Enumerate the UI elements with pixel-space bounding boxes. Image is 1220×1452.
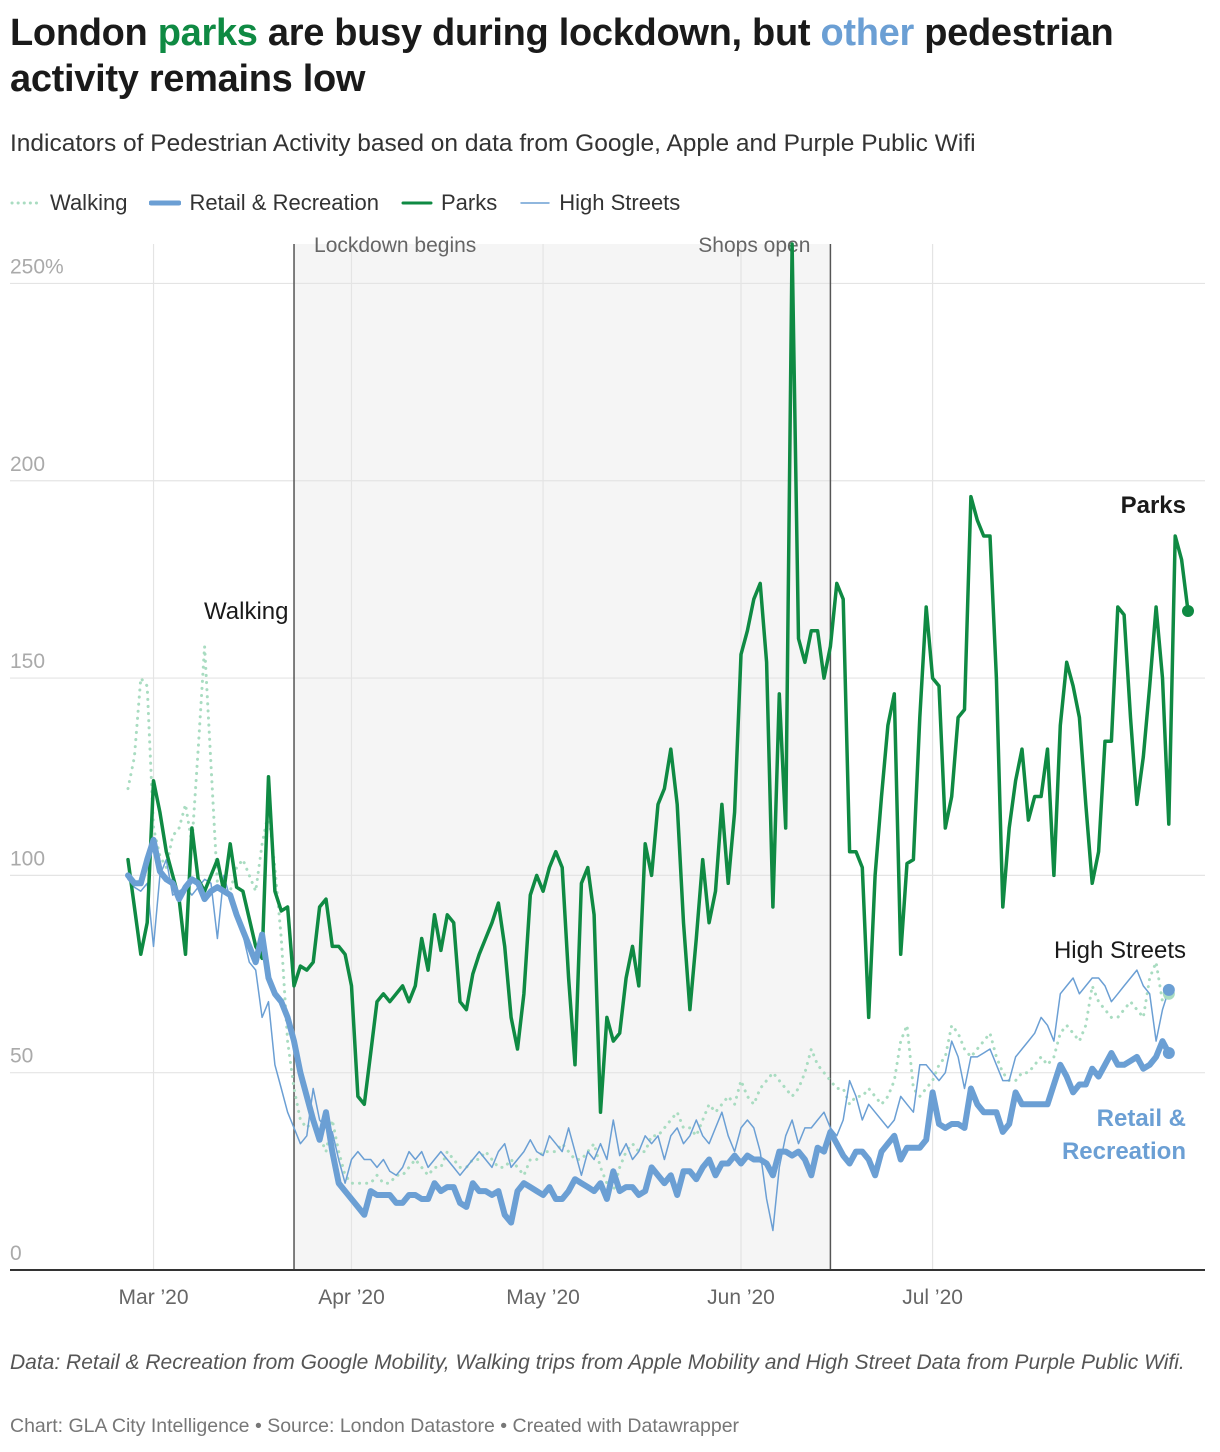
x-tick-label: Jul ’20 <box>902 1286 963 1309</box>
legend-swatch-high-streets <box>520 202 550 204</box>
series-line-parks <box>126 242 1190 1114</box>
legend-swatch-retail <box>149 200 182 206</box>
legend: Walking Retail & Recreation Parks High S… <box>10 188 702 218</box>
legend-item-parks: Parks <box>401 190 497 216</box>
line-labels: Parks Walking High Streets Retail & Recreati… <box>204 492 1186 1165</box>
y-tick-label: 250% <box>10 255 64 278</box>
line-chart: Lockdown begins Shops open 0 50 100 150 200 25… <box>10 234 1205 1309</box>
y-tick-label: 150 <box>10 650 45 673</box>
title-part-2: are busy during lockdown, but <box>257 12 821 54</box>
series-line-retail-recreation <box>125 836 1172 1226</box>
legend-swatch-parks <box>401 201 433 205</box>
legend-label-parks: Parks <box>440 190 498 215</box>
y-tick-label: 0 <box>10 1242 22 1265</box>
line-label-retail: Retail & Recreation <box>1062 1105 1186 1165</box>
x-tick-label: Mar ’20 <box>119 1286 189 1309</box>
x-tick-label: Apr ’20 <box>318 1286 385 1309</box>
series-lines <box>125 242 1194 1232</box>
y-tick-label: 100 <box>10 847 45 870</box>
legend-item-high-streets: High Streets <box>519 190 680 216</box>
line-label-high-streets: High Streets <box>1054 937 1186 964</box>
end-dot-retail-recreation <box>1162 1046 1175 1059</box>
annotation-label: Lockdown begins <box>314 234 476 257</box>
series-line-high-streets <box>127 858 1170 1232</box>
chart-notes: Data: Retail & Recreation from Google Mo… <box>10 1351 1185 1374</box>
end-dot-high-streets <box>1162 983 1175 996</box>
legend-item-retail: Retail & Recreation <box>149 190 379 216</box>
legend-label-retail: Retail & Recreation <box>189 190 379 215</box>
y-axis-ticks: 0 50 100 150 200 250% <box>10 255 64 1265</box>
x-axis-ticks: Mar ’20 Apr ’20 May ’20 Jun ’20 Jul ’20 <box>119 1286 963 1309</box>
chart-credit: Chart: GLA City Intelligence • Source: L… <box>10 1415 740 1437</box>
end-dot-parks <box>1182 604 1194 617</box>
annotation-label: Shops open <box>698 234 810 257</box>
title-part-1: London <box>10 12 158 54</box>
legend-label-walking: Walking <box>50 190 128 215</box>
line-label-parks: Parks <box>1121 492 1186 519</box>
chart-subtitle: Indicators of Pedestrian Activity based … <box>10 130 976 157</box>
title-part-3: pedestrian activity remains low <box>10 12 1114 100</box>
x-tick-label: Jun ’20 <box>707 1286 775 1309</box>
annotations: Lockdown begins Shops open <box>293 234 832 1270</box>
gridlines <box>10 244 1205 1270</box>
lockdown-shaded-region <box>294 244 831 1270</box>
y-tick-label: 50 <box>10 1045 33 1068</box>
line-label-walking: Walking <box>204 598 288 625</box>
title-highlight-parks: parks <box>157 12 258 54</box>
legend-item-walking: Walking <box>10 190 127 216</box>
title-highlight-other: other <box>820 12 915 54</box>
x-tick-label: May ’20 <box>506 1286 580 1309</box>
y-tick-label: 200 <box>10 453 45 476</box>
legend-label-high-streets: High Streets <box>559 190 681 215</box>
chart-title: London parks are busy during lockdown, b… <box>10 10 1200 102</box>
legend-swatch-walking <box>10 201 42 205</box>
